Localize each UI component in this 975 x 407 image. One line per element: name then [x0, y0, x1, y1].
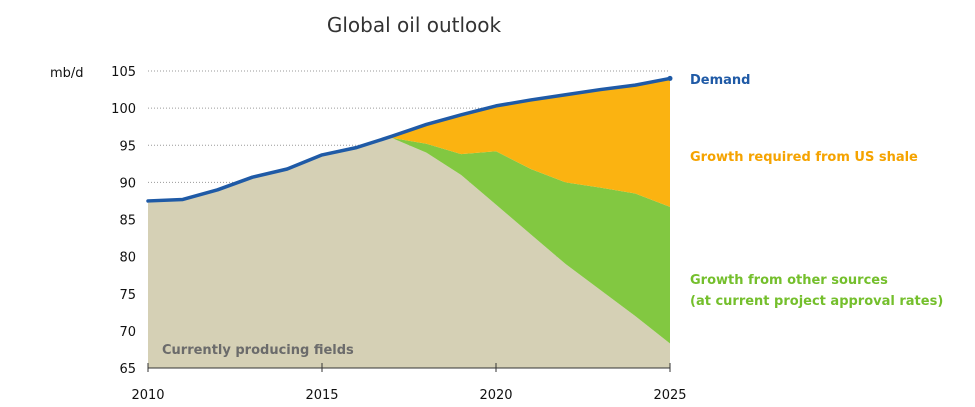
x-tick-label: 2015 [305, 388, 338, 403]
demand-endpoint [667, 75, 673, 81]
x-tick-label: 2020 [479, 388, 512, 403]
label-producing-fields: Currently producing fields [162, 343, 354, 358]
x-tick-label: 2010 [131, 388, 164, 403]
y-tick-label: 80 [119, 251, 136, 266]
y-tick-label: 65 [119, 362, 136, 377]
label-other-sources-line1: Growth from other sources [690, 273, 888, 288]
y-tick-label: 90 [119, 176, 136, 191]
axes: 65 70 75 80 85 90 95 100 105 2010 2015 2020 2025 [111, 65, 686, 403]
y-tick-label: 100 [111, 102, 136, 117]
area-series-1 [148, 137, 670, 344]
y-axis-unit-label: mb/d [50, 66, 84, 81]
area-series-0 [148, 137, 670, 368]
chart-title: Global oil outlook [327, 13, 502, 37]
y-tick-label: 95 [119, 139, 136, 154]
label-other-sources-line2: (at current project approval rates) [690, 294, 943, 309]
stacked-areas [148, 78, 670, 368]
demand-line-group [146, 75, 673, 203]
y-tick-label: 75 [119, 288, 136, 303]
y-tick-label: 105 [111, 65, 136, 80]
area-series-2 [148, 78, 670, 207]
x-tick-label: 2025 [653, 388, 686, 403]
demand-line [146, 76, 672, 203]
y-tick-label: 70 [119, 325, 136, 340]
label-demand: Demand [690, 73, 751, 88]
y-tick-label: 85 [119, 214, 136, 229]
label-us-shale: Growth required from US shale [690, 150, 918, 165]
